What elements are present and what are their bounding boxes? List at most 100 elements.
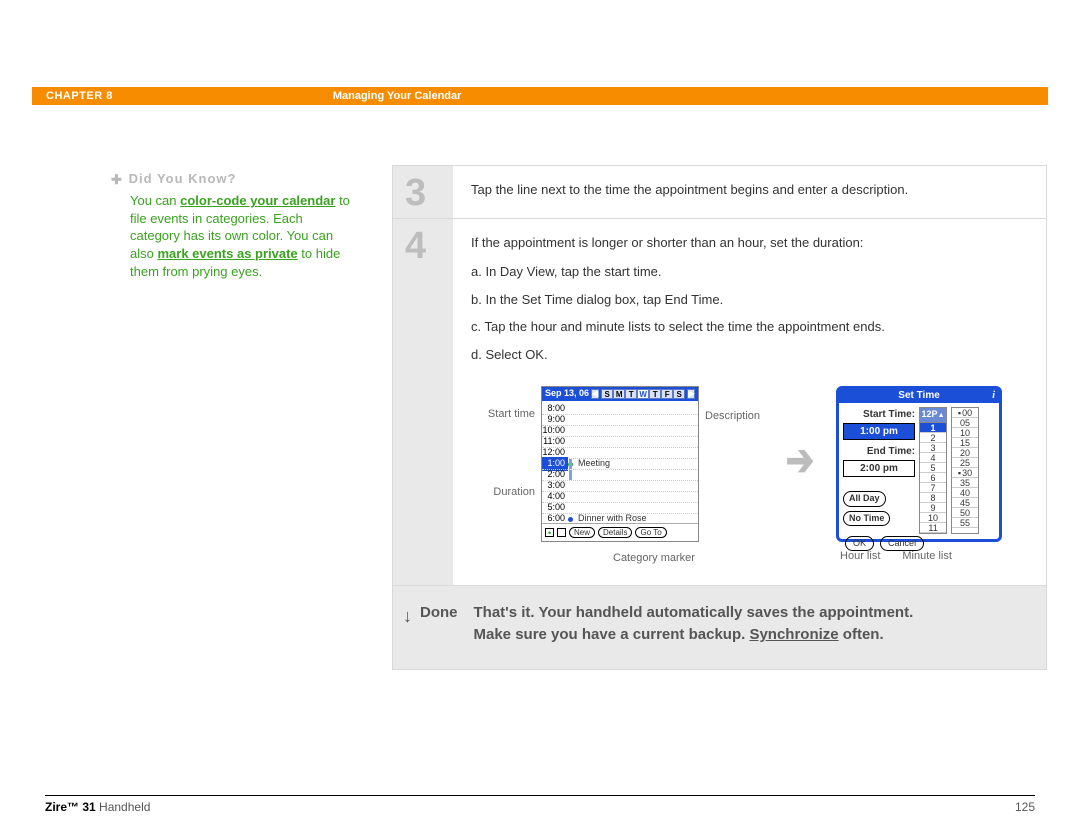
minute-row[interactable]: 20: [952, 448, 978, 458]
step-body: Tap the line next to the time the appoin…: [453, 166, 1046, 218]
link-color-code[interactable]: color-code your calendar: [180, 193, 335, 208]
event-text[interactable]: Dinner with Rose: [575, 512, 647, 523]
start-time-label: Start Time:: [843, 407, 915, 422]
minute-row[interactable]: 50: [952, 508, 978, 518]
palm-dayview: Sep 13, 06 ◀ SMTWTFS ▶ 8:009:0010:0011:0…: [541, 386, 699, 542]
next-week-button[interactable]: ▶: [687, 389, 695, 399]
settime-titlebar: Set Time i: [839, 389, 999, 403]
view-icon[interactable]: [557, 528, 566, 537]
details-button[interactable]: Details: [598, 527, 632, 538]
new-button[interactable]: New: [569, 527, 595, 538]
did-you-know-box: ✚ Did You Know? You can color-code your …: [110, 170, 350, 280]
hour-row[interactable]: 7: [920, 483, 946, 493]
hour-list[interactable]: 12P▲ 1234567891011: [919, 407, 947, 534]
minute-row[interactable]: 55: [952, 518, 978, 528]
dyk-heading-text: Did You Know?: [129, 171, 237, 186]
dayview-body: 8:009:0010:0011:0012:001:00Meeting2:003:…: [542, 401, 698, 523]
info-icon[interactable]: i: [992, 389, 995, 403]
step-number: 4: [393, 219, 453, 585]
substep-d: d. Select OK.: [471, 345, 1028, 365]
arrow-icon: ➔: [780, 428, 820, 494]
duration-bar: [569, 459, 572, 469]
hour-row[interactable]: 5: [920, 463, 946, 473]
steps-container: 3 Tap the line next to the time the appo…: [392, 165, 1047, 670]
done-line1: That's it. Your handheld automatically s…: [474, 604, 914, 621]
label-minute-list: Minute list: [902, 548, 952, 565]
header-bar: CHAPTER 8 Managing Your Calendar: [32, 87, 1048, 105]
dyk-text: You can: [130, 193, 180, 208]
substep-b: b. In the Set Time dialog box, tap End T…: [471, 290, 1028, 310]
substep-c: c. Tap the hour and minute lists to sele…: [471, 317, 1028, 337]
dow-button[interactable]: W: [637, 389, 649, 399]
step-body: If the appointment is longer or shorter …: [453, 219, 1046, 585]
product-name: Zire™ 31 Handheld: [45, 800, 150, 814]
notime-button[interactable]: No Time: [843, 511, 890, 527]
category-marker-icon[interactable]: [545, 528, 554, 537]
did-you-know-heading: ✚ Did You Know?: [110, 170, 350, 188]
done-arrow-icon: ↓: [403, 603, 412, 647]
settime-body: Start Time: 1:00 pm End Time: 2:00 pm Al…: [839, 403, 999, 536]
hour-row[interactable]: 10: [920, 513, 946, 523]
dow-button[interactable]: F: [661, 389, 673, 399]
minute-row[interactable]: 30: [952, 468, 978, 478]
dow-button[interactable]: T: [625, 389, 637, 399]
step-4: 4 If the appointment is longer or shorte…: [393, 219, 1046, 586]
minute-row[interactable]: 10: [952, 428, 978, 438]
allday-button[interactable]: All Day: [843, 491, 886, 507]
minute-row[interactable]: 15: [952, 438, 978, 448]
hour-row[interactable]: 1: [920, 423, 946, 433]
step4-substeps: a. In Day View, tap the start time. b. I…: [471, 262, 1028, 364]
label-category-marker: Category marker: [613, 550, 699, 567]
hour-row[interactable]: 4: [920, 453, 946, 463]
hour-row[interactable]: 9: [920, 503, 946, 513]
label-description: Description: [705, 408, 760, 425]
minute-row[interactable]: 35: [952, 478, 978, 488]
hour-row[interactable]: 3: [920, 443, 946, 453]
dyk-body: You can color-code your calendar to file…: [130, 192, 350, 280]
done-line2-pre: Make sure you have a current backup.: [474, 626, 750, 643]
duration-bar: [569, 470, 572, 480]
dayview-date: Sep 13, 06: [545, 387, 589, 401]
label-hour-list: Hour list: [840, 548, 880, 565]
label-start-time: Start time: [488, 406, 535, 423]
done-line2-post: often.: [839, 626, 884, 643]
minute-row[interactable]: 00: [952, 408, 978, 418]
settime-left: Start Time: 1:00 pm End Time: 2:00 pm Al…: [843, 407, 915, 534]
end-time-value[interactable]: 2:00 pm: [843, 460, 915, 477]
start-time-value[interactable]: 1:00 pm: [843, 423, 915, 440]
synchronize-link[interactable]: Synchronize: [749, 626, 838, 643]
dow-button[interactable]: M: [613, 389, 625, 399]
figure-row: Start time Duration Sep 13, 06 ◀ SMTWTFS…: [471, 386, 1028, 567]
done-label: Done: [420, 602, 458, 647]
minute-row[interactable]: 25: [952, 458, 978, 468]
dow-button[interactable]: S: [673, 389, 685, 399]
dayview-row[interactable]: 6:00 Dinner with Rose: [542, 513, 698, 523]
step3-text: Tap the line next to the time the appoin…: [471, 182, 908, 197]
step-number: 3: [393, 166, 453, 218]
dayview-titlebar: Sep 13, 06 ◀ SMTWTFS ▶: [542, 387, 698, 401]
hour-row[interactable]: 6: [920, 473, 946, 483]
minute-row[interactable]: 05: [952, 418, 978, 428]
label-duration: Duration: [493, 484, 535, 501]
prev-week-button[interactable]: ◀: [591, 389, 599, 399]
dow-strip: SMTWTFS: [601, 389, 685, 399]
hour-row[interactable]: 2: [920, 433, 946, 443]
page-footer: Zire™ 31 Handheld 125: [45, 795, 1035, 814]
minute-row[interactable]: 40: [952, 488, 978, 498]
dow-button[interactable]: T: [649, 389, 661, 399]
end-time-label: End Time:: [843, 444, 915, 459]
fig-left-labels: Start time Duration: [471, 386, 541, 546]
dayview-footer: New Details Go To: [542, 523, 698, 541]
settime-wrap: Set Time i Start Time: 1:00 pm End Time:…: [836, 386, 1002, 565]
hour-row[interactable]: 8: [920, 493, 946, 503]
done-text: That's it. Your handheld automatically s…: [474, 602, 914, 647]
settime-btnrow: All Day No Time: [843, 489, 915, 528]
goto-button[interactable]: Go To: [635, 527, 666, 538]
dow-button[interactable]: S: [601, 389, 613, 399]
time-cell[interactable]: 6:00: [542, 512, 568, 523]
hour-row[interactable]: 11: [920, 523, 946, 533]
minute-list[interactable]: 000510152025303540455055: [951, 407, 979, 534]
chapter-label: CHAPTER 8: [46, 90, 113, 102]
minute-row[interactable]: 45: [952, 498, 978, 508]
link-mark-private[interactable]: mark events as private: [157, 246, 297, 261]
